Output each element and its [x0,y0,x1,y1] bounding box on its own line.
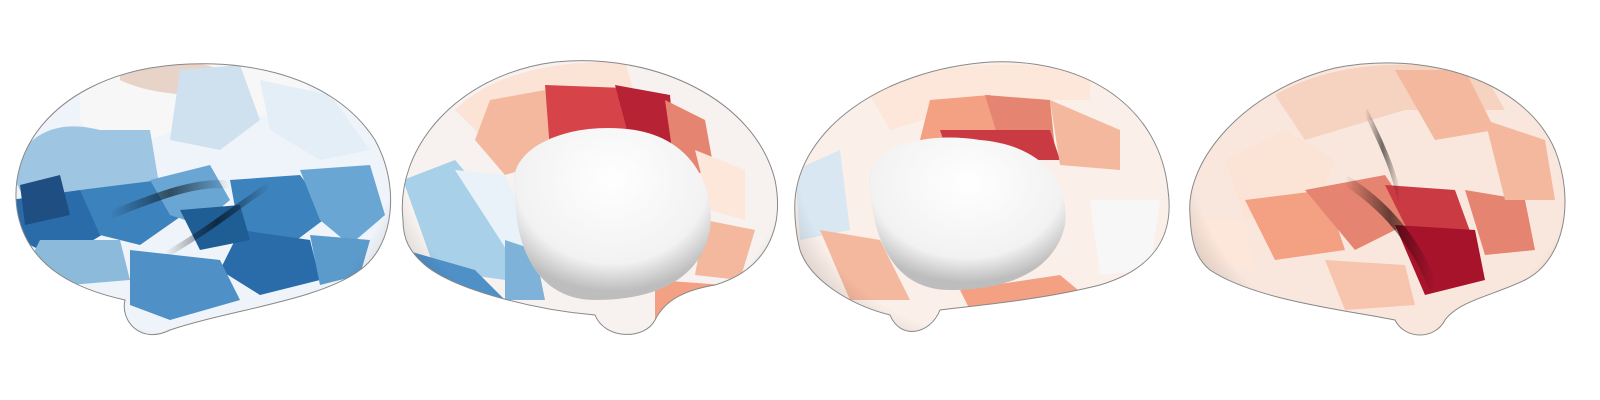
brain-view-left-lateral [15,63,392,336]
surface-outline [794,61,1170,332]
surface-outline [401,60,778,335]
surface-shading [794,61,1170,332]
brain-view-right-medial [794,61,1170,332]
surface-shading [1189,62,1566,336]
surface-shading [402,60,778,335]
surface-outline [15,63,392,336]
surface-outline [1189,62,1566,336]
surface-shading [15,63,391,335]
brain-view-left-medial [401,60,778,335]
brain-view-right-lateral [1189,62,1566,336]
